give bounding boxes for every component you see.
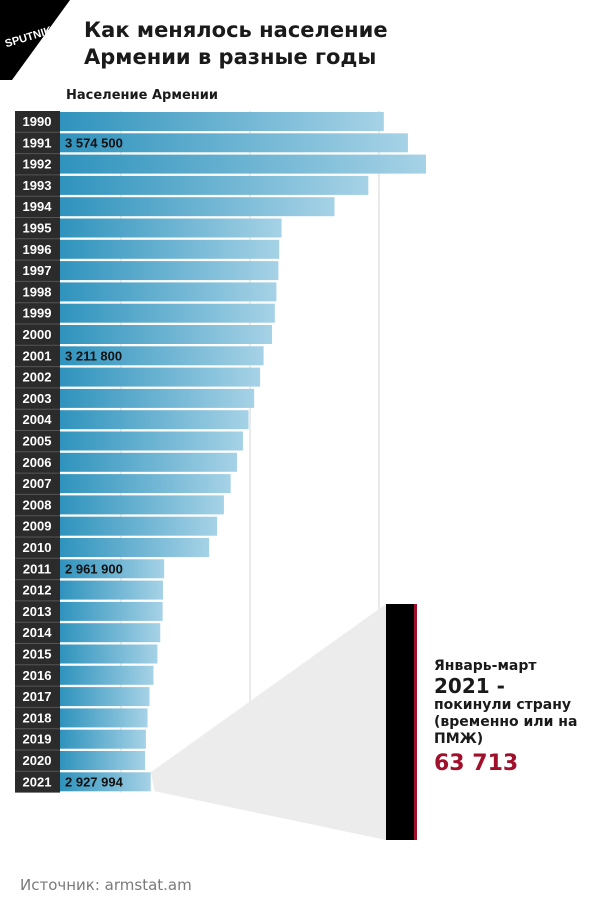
callout-period: Январь-март bbox=[434, 658, 537, 674]
callout-value: 63 713 bbox=[434, 751, 519, 776]
bar-2014 bbox=[60, 623, 161, 643]
chart-subtitle: Население Армении bbox=[66, 88, 218, 103]
bar-1994 bbox=[60, 197, 335, 217]
year-label-1992: 1992 bbox=[23, 157, 52, 172]
sputnik-logo: SPUTNIK bbox=[0, 0, 70, 80]
bar-2021 bbox=[60, 772, 151, 792]
bar-1990 bbox=[60, 112, 384, 131]
year-label-2010: 2010 bbox=[23, 540, 52, 555]
year-label-2003: 2003 bbox=[23, 391, 52, 406]
bar-2000 bbox=[60, 325, 273, 344]
year-label-1995: 1995 bbox=[23, 221, 52, 236]
callout-funnel bbox=[150, 604, 386, 840]
year-label-2001: 2001 bbox=[23, 348, 52, 363]
year-label-2011: 2011 bbox=[23, 561, 51, 576]
title-line-1: Как менялось население bbox=[84, 18, 388, 42]
callout-bar bbox=[386, 604, 414, 840]
data-label-2001: 3 211 800 bbox=[65, 348, 122, 363]
year-label-1997: 1997 bbox=[23, 263, 52, 278]
bar-2010 bbox=[60, 538, 210, 557]
bar-2017 bbox=[60, 687, 150, 707]
year-label-2000: 2000 bbox=[23, 327, 52, 342]
data-label-2021: 2 927 994 bbox=[65, 774, 124, 789]
bar-2003 bbox=[60, 388, 255, 408]
callout-bar-edge bbox=[414, 604, 417, 840]
title-line-2: Армении в разные годы bbox=[84, 45, 377, 69]
year-label-1993: 1993 bbox=[23, 178, 52, 193]
bar-1997 bbox=[60, 261, 279, 281]
year-label-2006: 2006 bbox=[23, 455, 52, 470]
year-label-1998: 1998 bbox=[23, 284, 52, 299]
year-label-2007: 2007 bbox=[23, 476, 52, 491]
bar-1996 bbox=[60, 239, 280, 259]
bar-2007 bbox=[60, 474, 231, 494]
year-label-2019: 2019 bbox=[23, 732, 52, 747]
data-label-1991: 3 574 500 bbox=[65, 135, 123, 150]
year-label-2014: 2014 bbox=[23, 625, 53, 640]
year-label-2020: 2020 bbox=[23, 753, 52, 768]
year-label-1991: 1991 bbox=[23, 135, 52, 150]
year-label-2021: 2021 bbox=[23, 774, 52, 789]
year-labels: 1990 1991 1992 1993 1994 1995 1996 1997 1998 1999… bbox=[15, 114, 60, 789]
year-label-2009: 2009 bbox=[23, 519, 52, 534]
bar-1995 bbox=[60, 218, 282, 238]
bar-2018 bbox=[60, 708, 148, 728]
bar-1993 bbox=[60, 175, 369, 195]
bar-2011 bbox=[60, 559, 165, 579]
data-labels: 3 574 500 3 211 800 2 961 900 2 927 994 bbox=[65, 135, 124, 789]
page-title: Как менялось население Армении в разные … bbox=[84, 17, 584, 71]
bar-1999 bbox=[60, 303, 275, 323]
year-label-1996: 1996 bbox=[23, 242, 52, 257]
emigration-callout: Январь-март 2021 - покинули страну (врем… bbox=[434, 658, 599, 778]
data-label-2011: 2 961 900 bbox=[65, 561, 123, 576]
bar-2005 bbox=[60, 431, 243, 451]
bar-2001 bbox=[60, 346, 264, 366]
year-label-1994: 1994 bbox=[23, 199, 53, 214]
bar-2008 bbox=[60, 495, 224, 515]
callout-year: 2021 - bbox=[434, 674, 505, 698]
year-label-2015: 2015 bbox=[23, 647, 52, 662]
bar-2009 bbox=[60, 516, 218, 536]
year-label-1990: 1990 bbox=[23, 114, 52, 129]
bar-2013 bbox=[60, 601, 163, 621]
bar-1991 bbox=[60, 133, 408, 153]
year-label-2008: 2008 bbox=[23, 497, 52, 512]
year-label-2005: 2005 bbox=[23, 434, 52, 449]
bar-2004 bbox=[60, 410, 249, 430]
year-label-1999: 1999 bbox=[23, 306, 52, 321]
bar-2019 bbox=[60, 729, 146, 749]
bar-2016 bbox=[60, 665, 154, 685]
year-label-2016: 2016 bbox=[23, 668, 52, 683]
year-label-2002: 2002 bbox=[23, 370, 52, 385]
year-label-2004: 2004 bbox=[23, 412, 53, 427]
bar-2002 bbox=[60, 367, 261, 387]
year-label-2012: 2012 bbox=[23, 583, 52, 598]
bar-2020 bbox=[60, 751, 146, 770]
source-note: Источник: armstat.am bbox=[20, 876, 192, 894]
bar-2006 bbox=[60, 452, 238, 472]
bar-2012 bbox=[60, 580, 164, 600]
callout-description: покинули страну (временно или на ПМЖ) bbox=[434, 697, 578, 747]
year-label-2017: 2017 bbox=[23, 689, 52, 704]
year-label-2013: 2013 bbox=[23, 604, 52, 619]
bar-1992 bbox=[60, 154, 426, 174]
bars bbox=[60, 112, 426, 792]
year-label-2018: 2018 bbox=[23, 710, 52, 725]
bar-2015 bbox=[60, 644, 158, 664]
bar-1998 bbox=[60, 282, 277, 302]
